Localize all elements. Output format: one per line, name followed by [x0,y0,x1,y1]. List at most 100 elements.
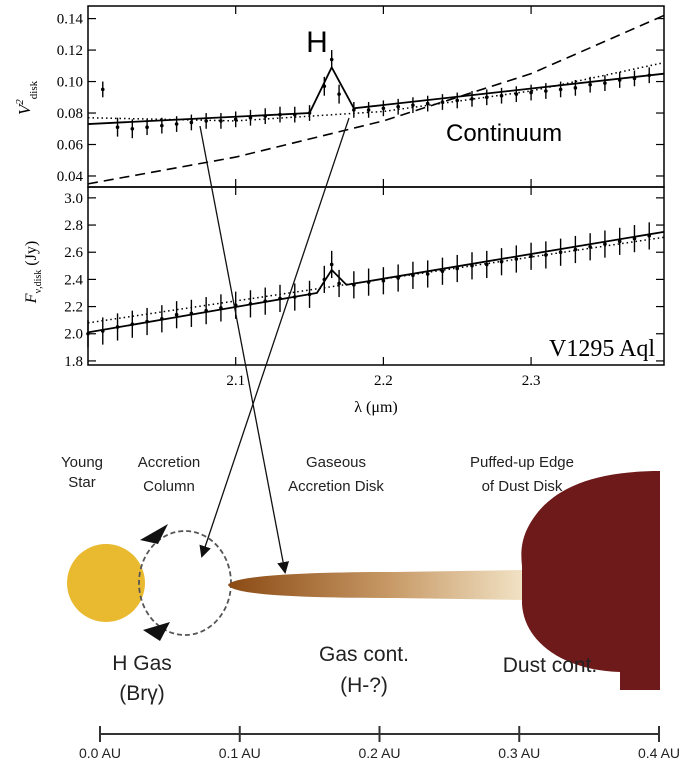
visibility-data-point [470,97,474,101]
flux-data-point [174,312,179,317]
flux-data-point [440,269,445,274]
flux-data-point [529,254,533,259]
flux-data-point [329,262,334,267]
visibility-y-label-sub: disk [28,80,40,99]
puffed-edge-label-line2: of Dust Disk [482,478,563,495]
gaseous-disk-label: Gaseous Accretion Disk [288,454,384,495]
au-scale-tick-label: 0.0 AU [79,745,121,761]
visibility-y-tick-label: 0.06 [57,138,84,154]
flux-data-point [603,242,607,246]
visibility-data-point [544,89,548,93]
flux-x-ticks: 2.1 2.2 2.3 [226,373,540,389]
visibility-data-point [366,108,371,112]
visibility-data-point [100,87,105,92]
visibility-y-tick-label: 0.04 [57,169,84,185]
visibility-data-point [411,103,415,107]
visibility-y-ticks: 0.04 0.06 0.08 0.10 0.12 0.14 [57,6,664,187]
continuum-to-gas-disk-arrow [199,125,290,574]
flux-y-tick-label: 2.6 [64,245,83,261]
flux-y-tick-label: 1.8 [64,354,83,370]
young-star-label-line1: Young [61,454,103,471]
connector-arrows [199,117,350,574]
visibility-model-dotted-line [87,61,665,122]
visibility-data-point [174,122,179,126]
flux-data-point [337,281,341,286]
gas-cont-label-line2: (H-?) [340,674,388,697]
visibility-data-point [381,106,386,111]
visibility-data-point [603,81,607,85]
au-scale-tick-label: 0.1 AU [219,745,261,761]
visibility-data-point [558,87,563,92]
flux-y-label-rest: (Jy) [23,241,40,270]
visibility-y-label: V2disk [14,80,40,115]
flux-y-label: Fν,disk (Jy) [23,241,44,304]
visibility-y-label-main: V [15,102,34,115]
flux-y-tick-label: 2.2 [64,300,83,316]
object-label: V1295 Aql [549,336,655,362]
young-star-icon [67,544,145,622]
young-star-label-line2: Star [68,474,96,491]
accretion-column-label-line1: Accretion [138,454,201,471]
visibility-data-point [573,86,578,90]
puffed-edge-label-line1: Puffed-up Edge [470,454,574,471]
flux-series [86,222,665,348]
visibility-panel: 0.04 0.06 0.08 0.10 0.12 0.14 V2disk H Contin… [14,5,665,188]
brgamma-to-accretion-column-arrow [199,117,350,558]
continuum-label: Continuum [446,120,562,147]
puffed-dust-edge [521,471,660,690]
flux-y-tick-label: 2.0 [64,327,83,343]
gaseous-disk-label-line2: Accretion Disk [288,478,384,495]
accretion-column-upper-arrowhead-icon [140,524,168,544]
visibility-data-point [115,125,120,129]
visibility-data-point [145,125,149,129]
visibility-data-point [425,101,430,106]
h-gas-label-line2: (Brγ) [119,682,165,705]
flux-y-ticks: 1.8 2.0 2.2 2.4 2.6 2.8 3.0 [64,187,664,370]
visibility-y-tick-label: 0.10 [57,75,83,91]
au-scale-ticks: 0.0 AU 0.1 AU 0.2 AU 0.3 AU 0.4 AU [79,726,680,761]
flux-y-tick-label: 2.8 [64,218,83,234]
flux-y-label-main: F [23,293,40,304]
flux-x-tick-label: 2.1 [226,373,245,389]
visibility-y-tick-label: 0.14 [57,12,84,28]
h-gas-label-line1: H Gas [112,652,172,675]
accretion-column-label-line2: Column [143,478,195,495]
visibility-y-label-sup: 2 [14,99,26,105]
accretion-column-loop [138,530,232,636]
visibility-data-point [396,104,400,109]
visibility-model-solid-line [87,65,665,125]
flux-y-tick-label: 2.4 [64,272,83,288]
visibility-data-point [219,119,223,123]
gas-cont-label-line1: Gas cont. [319,643,409,666]
visibility-data-point [329,57,334,62]
visibility-y-tick-label: 0.08 [57,106,83,122]
dust-cont-label: Dust cont. [503,654,598,677]
gas-cont-label: Gas cont. (H-?) [319,643,409,697]
flux-y-tick-label: 3.0 [64,191,83,207]
flux-x-label: λ (μm) [354,399,397,416]
h-gas-label: H Gas (Brγ) [112,652,172,705]
visibility-data-point [588,82,592,87]
visibility-model-dashed-line [87,14,665,185]
visibility-data-point [189,120,194,125]
visibility-series [87,14,665,185]
visibility-data-point [160,123,164,128]
diagram-labels: Young Star Accretion Column Gaseous Accreti… [61,454,597,705]
visibility-y-tick-label: 0.12 [57,43,83,59]
accretion-column-lower-arrowhead-icon [143,622,170,641]
flux-x-tick-label: 2.3 [522,373,541,389]
au-scale-tick-label: 0.2 AU [358,745,400,761]
gaseous-accretion-disk [228,570,522,600]
au-scale-tick-label: 0.3 AU [498,745,540,761]
flux-x-tick-label: 2.2 [374,373,393,389]
flux-panel: 1.8 2.0 2.2 2.4 2.6 2.8 3.0 2.1 2.2 2.3 Fν,disk … [23,186,665,416]
accretion-column-label: Accretion Column [138,454,201,495]
visibility-data-point [529,90,533,95]
gaseous-disk-label-line1: Gaseous [306,454,366,471]
visibility-data-point [130,126,135,131]
visibility-plot-frame [87,5,665,188]
au-scale-tick-label: 0.4 AU [638,745,680,761]
brgamma-line-label: H [306,26,328,59]
flux-y-label-sub: ν,disk [33,270,44,294]
